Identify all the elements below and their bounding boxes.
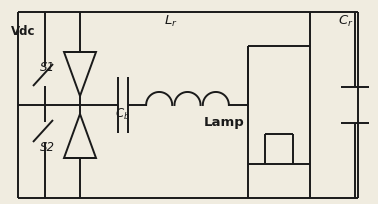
Polygon shape [64, 114, 96, 158]
Text: $L_r$: $L_r$ [164, 13, 178, 29]
Text: S1: S1 [40, 61, 55, 74]
Polygon shape [64, 52, 96, 96]
Text: Vdc: Vdc [11, 25, 35, 38]
Text: $C_r$: $C_r$ [338, 13, 354, 29]
Text: Lamp: Lamp [204, 116, 245, 130]
Text: S2: S2 [40, 141, 55, 154]
Text: $C_b$: $C_b$ [115, 107, 130, 122]
